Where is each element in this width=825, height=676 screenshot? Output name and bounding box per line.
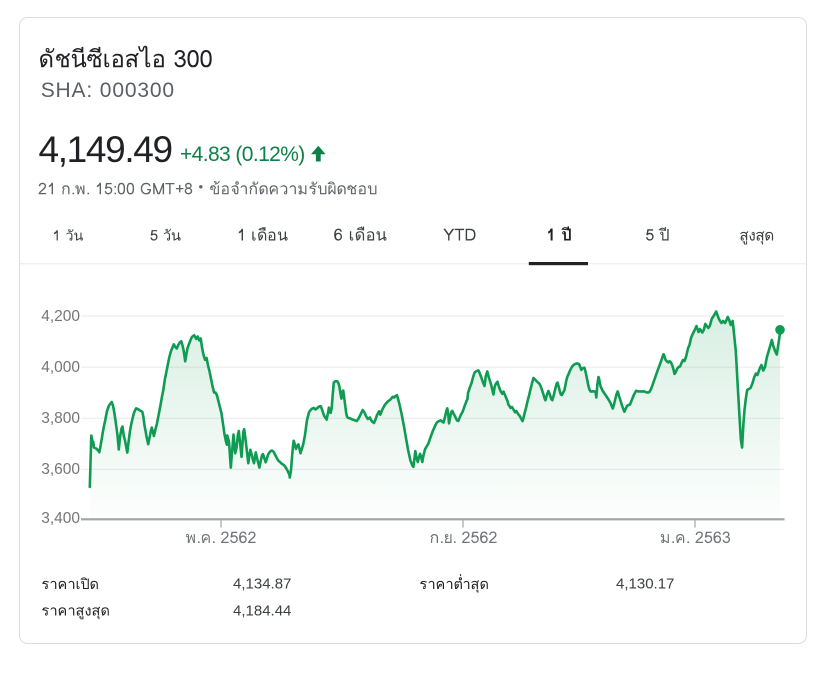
svg-text:4,130.17: 4,130.17: [616, 576, 674, 593]
svg-text:4,149.49: 4,149.49: [39, 129, 172, 170]
svg-text:4,200: 4,200: [41, 308, 80, 325]
svg-text:4,184.44: 4,184.44: [233, 603, 291, 620]
svg-text:3,800: 3,800: [41, 410, 80, 427]
svg-text:+4.83 (0.12%): +4.83 (0.12%): [180, 143, 305, 166]
svg-text:4,134.87: 4,134.87: [233, 576, 291, 593]
svg-text:3,600: 3,600: [41, 461, 80, 478]
svg-text:SHA: 000300: SHA: 000300: [41, 79, 175, 102]
svg-text:4,000: 4,000: [41, 359, 80, 376]
svg-text:3,400: 3,400: [41, 510, 80, 527]
